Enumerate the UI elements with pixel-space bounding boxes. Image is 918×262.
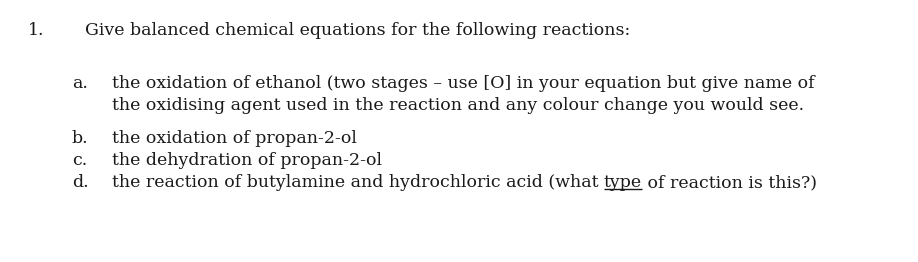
- Text: c.: c.: [72, 152, 87, 169]
- Text: a.: a.: [72, 75, 88, 92]
- Text: 1.: 1.: [28, 22, 44, 39]
- Text: type: type: [604, 174, 642, 191]
- Text: of reaction is this?): of reaction is this?): [642, 174, 817, 191]
- Text: the oxidation of ethanol (two stages – use [O] in your equation but give name of: the oxidation of ethanol (two stages – u…: [112, 75, 814, 92]
- Text: the oxidation of propan-2-ol: the oxidation of propan-2-ol: [112, 130, 357, 147]
- Text: d.: d.: [72, 174, 89, 191]
- Text: Give balanced chemical equations for the following reactions:: Give balanced chemical equations for the…: [85, 22, 631, 39]
- Text: b.: b.: [72, 130, 89, 147]
- Text: the dehydration of propan-2-ol: the dehydration of propan-2-ol: [112, 152, 382, 169]
- Text: the oxidising agent used in the reaction and any colour change you would see.: the oxidising agent used in the reaction…: [112, 97, 804, 114]
- Text: the reaction of butylamine and hydrochloric acid (what: the reaction of butylamine and hydrochlo…: [112, 174, 604, 191]
